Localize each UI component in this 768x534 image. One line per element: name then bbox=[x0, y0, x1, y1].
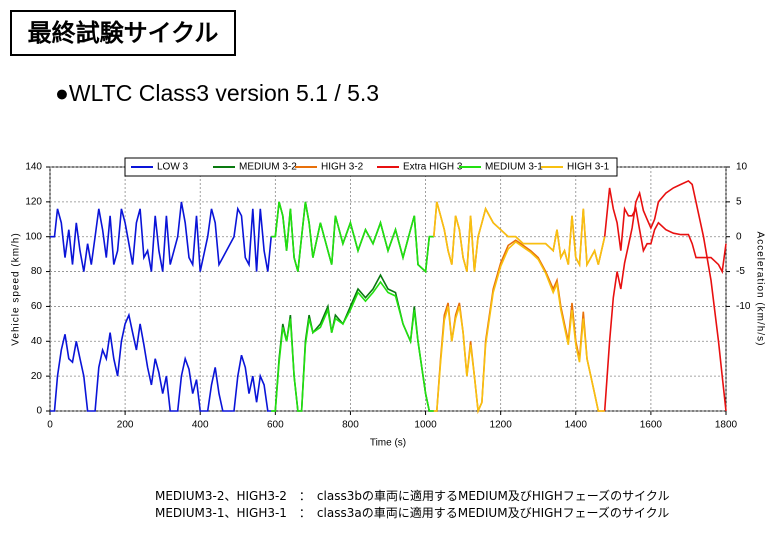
y2-tick-label: -5 bbox=[736, 266, 745, 277]
slide-title: 最終試験サイクル bbox=[10, 10, 236, 56]
legend-label: MEDIUM 3-2 bbox=[239, 162, 297, 173]
y-tick-label: 80 bbox=[31, 266, 43, 277]
legend-label: Extra HIGH 3 bbox=[403, 162, 463, 173]
speed-line bbox=[271, 280, 434, 412]
y2-tick-label: 0 bbox=[736, 231, 742, 242]
x-axis-label: Time (s) bbox=[370, 438, 406, 449]
chart: 0 200 400 600 800 1000 1200 1400 1600 18000204060… bbox=[11, 157, 765, 449]
notes: MEDIUM3-2、HIGH3-2 ： class3bの車両に適用するMEDIU… bbox=[155, 488, 670, 522]
x-tick-label: 1800 bbox=[715, 420, 738, 431]
x-tick-label: 1200 bbox=[490, 420, 513, 431]
legend: LOW 3 MEDIUM 3-2 HIGH 3-2 Extra HIGH 3 MEDIU… bbox=[124, 157, 618, 177]
x-tick-label: 0 bbox=[47, 420, 53, 431]
x-tick-label: 400 bbox=[192, 420, 209, 431]
y2-tick-label: -10 bbox=[736, 301, 751, 312]
x-tick-label: 1600 bbox=[640, 420, 663, 431]
acceleration-line bbox=[603, 187, 727, 275]
y-tick-label: 20 bbox=[31, 371, 43, 382]
x-tick-label: 800 bbox=[342, 420, 359, 431]
note: MEDIUM3-1、HIGH3-1 ： class3aの車両に適用するMEDIU… bbox=[155, 506, 670, 520]
y-tick-label: 100 bbox=[25, 231, 42, 242]
y-tick-label: 140 bbox=[25, 162, 42, 173]
x-tick-label: 600 bbox=[267, 420, 284, 431]
legend-label: HIGH 3-2 bbox=[321, 162, 364, 173]
legend-label: MEDIUM 3-1 bbox=[485, 162, 543, 173]
x-tick-label: 200 bbox=[117, 420, 134, 431]
y-axis-label: Vehicle speed (km/h) bbox=[11, 232, 22, 345]
speed-line bbox=[433, 240, 605, 415]
subtitle: ●WLTC Class3 version 5.1 / 5.3 bbox=[55, 80, 380, 106]
y-tick-label: 60 bbox=[31, 301, 43, 312]
acceleration-line bbox=[433, 201, 606, 272]
y2-axis-label: Acceleration (km/h/s) bbox=[754, 232, 765, 347]
y2-tick-label: 10 bbox=[736, 162, 748, 173]
legend-label: LOW 3 bbox=[157, 162, 189, 173]
x-tick-label: 1000 bbox=[414, 420, 437, 431]
y2-tick-label: 5 bbox=[736, 196, 742, 207]
legend-box bbox=[124, 157, 618, 177]
y-tick-label: 0 bbox=[36, 406, 42, 417]
y-tick-label: 40 bbox=[31, 336, 43, 347]
acceleration-line bbox=[271, 201, 434, 274]
y-tick-label: 120 bbox=[25, 196, 42, 207]
legend-label: HIGH 3-1 bbox=[567, 162, 610, 173]
x-tick-label: 1400 bbox=[565, 420, 588, 431]
note: MEDIUM3-2、HIGH3-2 ： class3bの車両に適用するMEDIU… bbox=[155, 489, 670, 503]
speed-line bbox=[603, 179, 727, 412]
acceleration-line bbox=[50, 201, 272, 272]
speed-line bbox=[50, 312, 272, 412]
